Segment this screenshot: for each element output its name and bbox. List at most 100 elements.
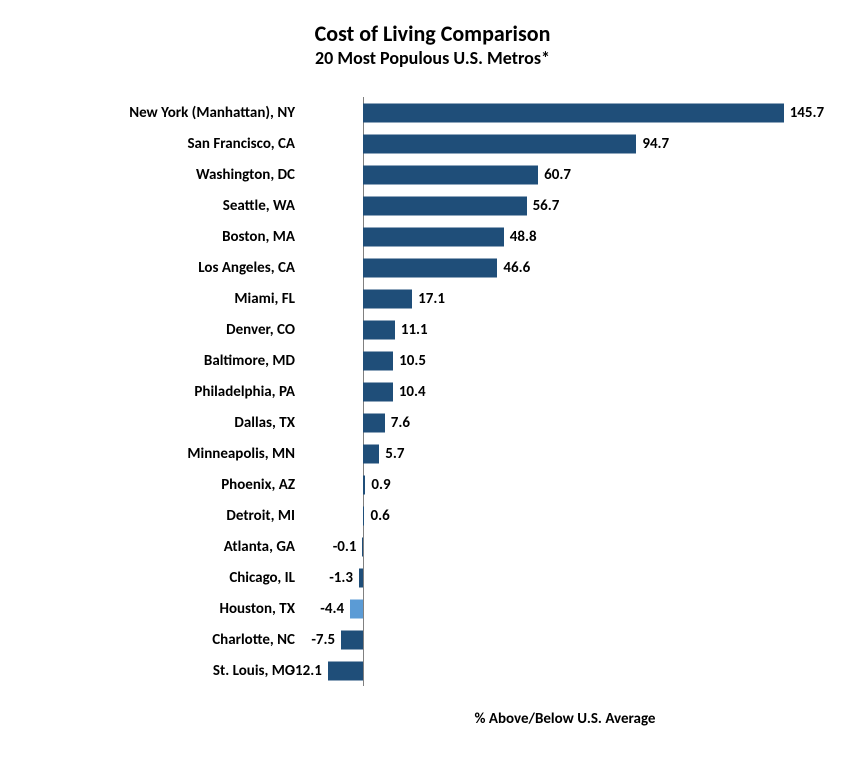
bar-area: 10.5 (305, 345, 825, 376)
chart-subtitle: 20 Most Populous U.S. Metros* (40, 47, 825, 69)
category-label: Philadelphia, PA (40, 383, 305, 401)
category-label: Miami, FL (40, 290, 305, 308)
chart-title: Cost of Living Comparison (40, 20, 825, 47)
bar (341, 630, 363, 649)
bar (363, 444, 379, 463)
bar-area: -4.4 (305, 593, 825, 624)
bar (363, 103, 784, 122)
bar-row: Dallas, TX 7.6 (40, 407, 825, 438)
bar (363, 506, 365, 525)
value-label: -12.1 (290, 662, 321, 680)
value-label: 17.1 (418, 290, 445, 308)
category-label: Minneapolis, MN (40, 445, 305, 463)
bar-row: Detroit, MI0.6 (40, 500, 825, 531)
category-label: St. Louis, MO (40, 662, 305, 680)
plot-area: New York (Manhattan), NY 145.7 San Francis… (40, 97, 825, 686)
chart-container: Cost of Living Comparison 20 Most Populo… (0, 0, 865, 762)
bar-row: Houston, TX -4.4 (40, 593, 825, 624)
bar-area: -7.5 (305, 624, 825, 655)
bar-area: 0.9 (305, 469, 825, 500)
value-label: -4.4 (320, 600, 344, 618)
bar (363, 196, 527, 215)
zero-axis-line (363, 531, 364, 562)
value-label: 56.7 (533, 197, 560, 215)
bar-area: 17.1 (305, 283, 825, 314)
bar (359, 568, 363, 587)
bar-row: Philadelphia, PA 10.4 (40, 376, 825, 407)
bar-row: Miami, FL 17.1 (40, 283, 825, 314)
value-label: -7.5 (311, 631, 335, 649)
value-label: 11.1 (401, 321, 428, 339)
bar-area: 145.7 (305, 97, 825, 128)
bar (363, 258, 498, 277)
zero-axis-line (363, 562, 364, 593)
bar-row: Boston, MA 48.8 (40, 221, 825, 252)
bar-row: Charlotte, NC -7.5 (40, 624, 825, 655)
bar (363, 320, 395, 339)
value-label: 0.9 (371, 476, 390, 494)
bar (328, 661, 363, 680)
category-label: Detroit, MI (40, 507, 305, 525)
bar (363, 227, 504, 246)
zero-axis-line (363, 624, 364, 655)
bar-row: Phoenix, AZ 0.9 (40, 469, 825, 500)
bar-area: 46.6 (305, 252, 825, 283)
bar-row: Los Angeles, CA 46.6 (40, 252, 825, 283)
category-label: Los Angeles, CA (40, 259, 305, 277)
bar-row: San Francisco, CA 94.7 (40, 128, 825, 159)
category-label: San Francisco, CA (40, 135, 305, 153)
bar (363, 413, 385, 432)
category-label: Chicago, IL (40, 569, 305, 587)
category-label: Seattle, WA (40, 197, 305, 215)
bar-area: -12.1 (305, 655, 825, 686)
bar-row: Atlanta, GA -0.1 (40, 531, 825, 562)
bar-row: Minneapolis, MN 5.7 (40, 438, 825, 469)
bar-area: 5.7 (305, 438, 825, 469)
zero-axis-line (363, 655, 364, 686)
category-label: Denver, CO (40, 321, 305, 339)
bar-row: Baltimore, MD 10.5 (40, 345, 825, 376)
bar-area: -0.1 (305, 531, 825, 562)
bar (363, 165, 538, 184)
category-label: Atlanta, GA (40, 538, 305, 556)
value-label: -1.3 (329, 569, 353, 587)
bar-area: 7.6 (305, 407, 825, 438)
value-label: 60.7 (544, 166, 571, 184)
value-label: 5.7 (385, 445, 404, 463)
category-label: Dallas, TX (40, 414, 305, 432)
category-label: Houston, TX (40, 600, 305, 618)
value-label: 48.8 (510, 228, 537, 246)
bar-row: Chicago, IL -1.3 (40, 562, 825, 593)
category-label: Baltimore, MD (40, 352, 305, 370)
bar-area: 56.7 (305, 190, 825, 221)
bar (363, 475, 366, 494)
bar-area: 60.7 (305, 159, 825, 190)
value-label: 10.5 (399, 352, 426, 370)
category-label: Charlotte, NC (40, 631, 305, 649)
value-label: -0.1 (333, 538, 357, 556)
bar-area: 0.6 (305, 500, 825, 531)
bar-area: 10.4 (305, 376, 825, 407)
category-label: New York (Manhattan), NY (40, 104, 305, 122)
bar-row: New York (Manhattan), NY 145.7 (40, 97, 825, 128)
bar (363, 351, 393, 370)
category-label: Washington, DC (40, 166, 305, 184)
bar-row: Washington, DC 60.7 (40, 159, 825, 190)
x-axis-label: % Above/Below U.S. Average (40, 710, 825, 728)
bar (363, 382, 393, 401)
bar-area: 94.7 (305, 128, 825, 159)
value-label: 7.6 (391, 414, 410, 432)
category-label: Phoenix, AZ (40, 476, 305, 494)
zero-axis-line (363, 593, 364, 624)
bar (363, 289, 412, 308)
value-label: 10.4 (399, 383, 426, 401)
category-label: Boston, MA (40, 228, 305, 246)
bar-row: St. Louis, MO-12.1 (40, 655, 825, 686)
value-label: 46.6 (503, 259, 530, 277)
bar-row: Seattle, WA 56.7 (40, 190, 825, 221)
bar-area: -1.3 (305, 562, 825, 593)
value-label: 94.7 (642, 135, 669, 153)
value-label: 145.7 (790, 104, 824, 122)
bar-row: Denver, CO 11.1 (40, 314, 825, 345)
bar-area: 48.8 (305, 221, 825, 252)
